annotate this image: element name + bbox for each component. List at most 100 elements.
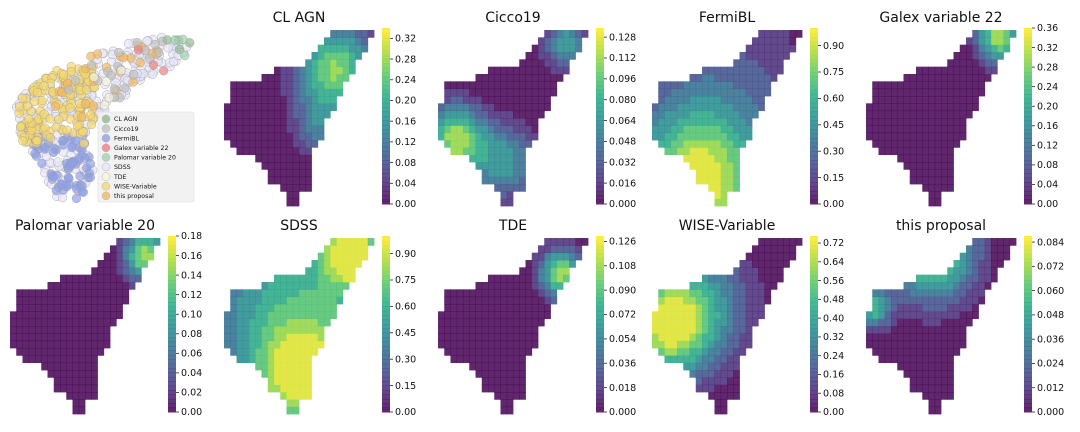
heatmap-cell [513,326,520,334]
heatmap-cell [658,118,665,126]
heatmap-cell [513,333,520,342]
colorbar-segment [810,368,818,373]
heatmap-cell [745,318,753,327]
heatmap-cell [708,154,715,163]
colorbar-segment [1024,63,1032,69]
heatmap-cell [513,154,520,163]
heatmap-cell [97,267,105,276]
heatmap-cell [506,355,514,364]
colorbar-segment [810,403,818,409]
heatmap-cell [959,340,967,349]
heatmap-cell [286,103,294,112]
heatmap-cell [128,282,136,290]
heatmap-cell [299,318,306,327]
heatmap-cell [897,340,904,349]
colorbar-segment [596,293,604,299]
colorbar-segment [596,372,604,378]
heatmap-cell [494,340,501,349]
heatmap-cell [286,154,294,163]
heatmap-cell [274,333,281,342]
scatter-point [148,60,159,70]
colorbar-tick-label: 0.08 [181,329,202,340]
heatmap-cell [110,282,117,290]
heatmap-cell [953,118,961,126]
heatmap-cell [236,103,244,112]
heatmap-cell [280,96,287,104]
heatmap-cell [349,252,356,261]
heatmap-cell [928,74,936,82]
heatmap-cell [758,252,765,261]
heatmap-cell [745,110,753,119]
heatmap-cell [286,377,294,386]
heatmap-cell [28,296,36,305]
scatter-point [67,158,77,168]
heatmap-cell [670,304,678,312]
scatter-point [85,172,95,183]
heatmap-cell [494,88,501,97]
colorbar-segment [382,63,390,69]
colorbar-segment [810,271,818,277]
heatmap-cell [563,252,570,261]
heatmap-cell [677,125,684,134]
heatmap-cell [978,267,986,276]
heatmap-cell [941,88,948,97]
heatmap-cell [463,348,470,356]
heatmap-cell [456,118,464,126]
heatmap-cell [450,355,458,364]
heatmap-cell [695,384,703,393]
heatmap-cell [292,340,300,349]
colorbar-segment [596,253,604,259]
colorbar: 0.000.150.300.450.600.750.90 [810,28,844,210]
heatmap-cell [689,81,697,90]
heatmap-cell [78,370,86,378]
heatmap-cell [972,81,979,90]
heatmap-cell [708,274,715,283]
heatmap-cell [525,81,533,90]
heatmap-cell [953,311,961,320]
heatmap-cell [670,88,678,97]
heatmap-cell [878,132,886,141]
heatmap-cell [872,333,879,342]
heatmap-cell [274,132,281,141]
heatmap-cell [972,88,979,97]
heatmap-cell [280,392,287,400]
heatmap-cell [677,311,684,320]
panel-title: this proposal [896,218,986,234]
heatmap-cell [683,304,690,312]
heatmap-cell [733,81,740,90]
heatmap-cell [789,252,797,261]
heatmap-cell [110,304,117,312]
heatmap-cell [513,296,520,305]
heatmap-cell [941,282,948,290]
heatmap-cell [897,289,904,298]
heatmap-cell [708,326,715,334]
heatmap-cell [456,132,464,141]
heatmap-cell [922,348,929,356]
heatmap-cell [997,37,1004,46]
colorbar-segment [382,94,390,99]
heatmap-cell [947,110,954,119]
heatmap-cell [897,110,904,119]
colorbar-tick-label: 0.00 [395,407,416,418]
heatmap-cell [286,176,294,185]
heatmap-cell [984,66,992,75]
heatmap-cell [519,59,526,68]
heatmap-cell [28,318,36,327]
heatmap-cell [317,88,325,97]
heatmap-cell [330,96,337,104]
heatmap-cell [972,52,979,60]
heatmap-cell [97,340,105,349]
heatmap-cell [286,406,294,415]
heatmap-cell [66,355,73,364]
heatmap-cell [966,260,973,268]
scatter-point [49,172,59,182]
heatmap-cell [91,282,98,290]
heatmap-cell [664,118,672,126]
heatmap-cell [311,96,319,104]
colorbar-segment [810,253,818,259]
heatmap-cell [922,103,929,112]
heatmap-cell [274,355,281,364]
heatmap-cell [727,370,734,378]
heatmap-cell [292,326,300,334]
